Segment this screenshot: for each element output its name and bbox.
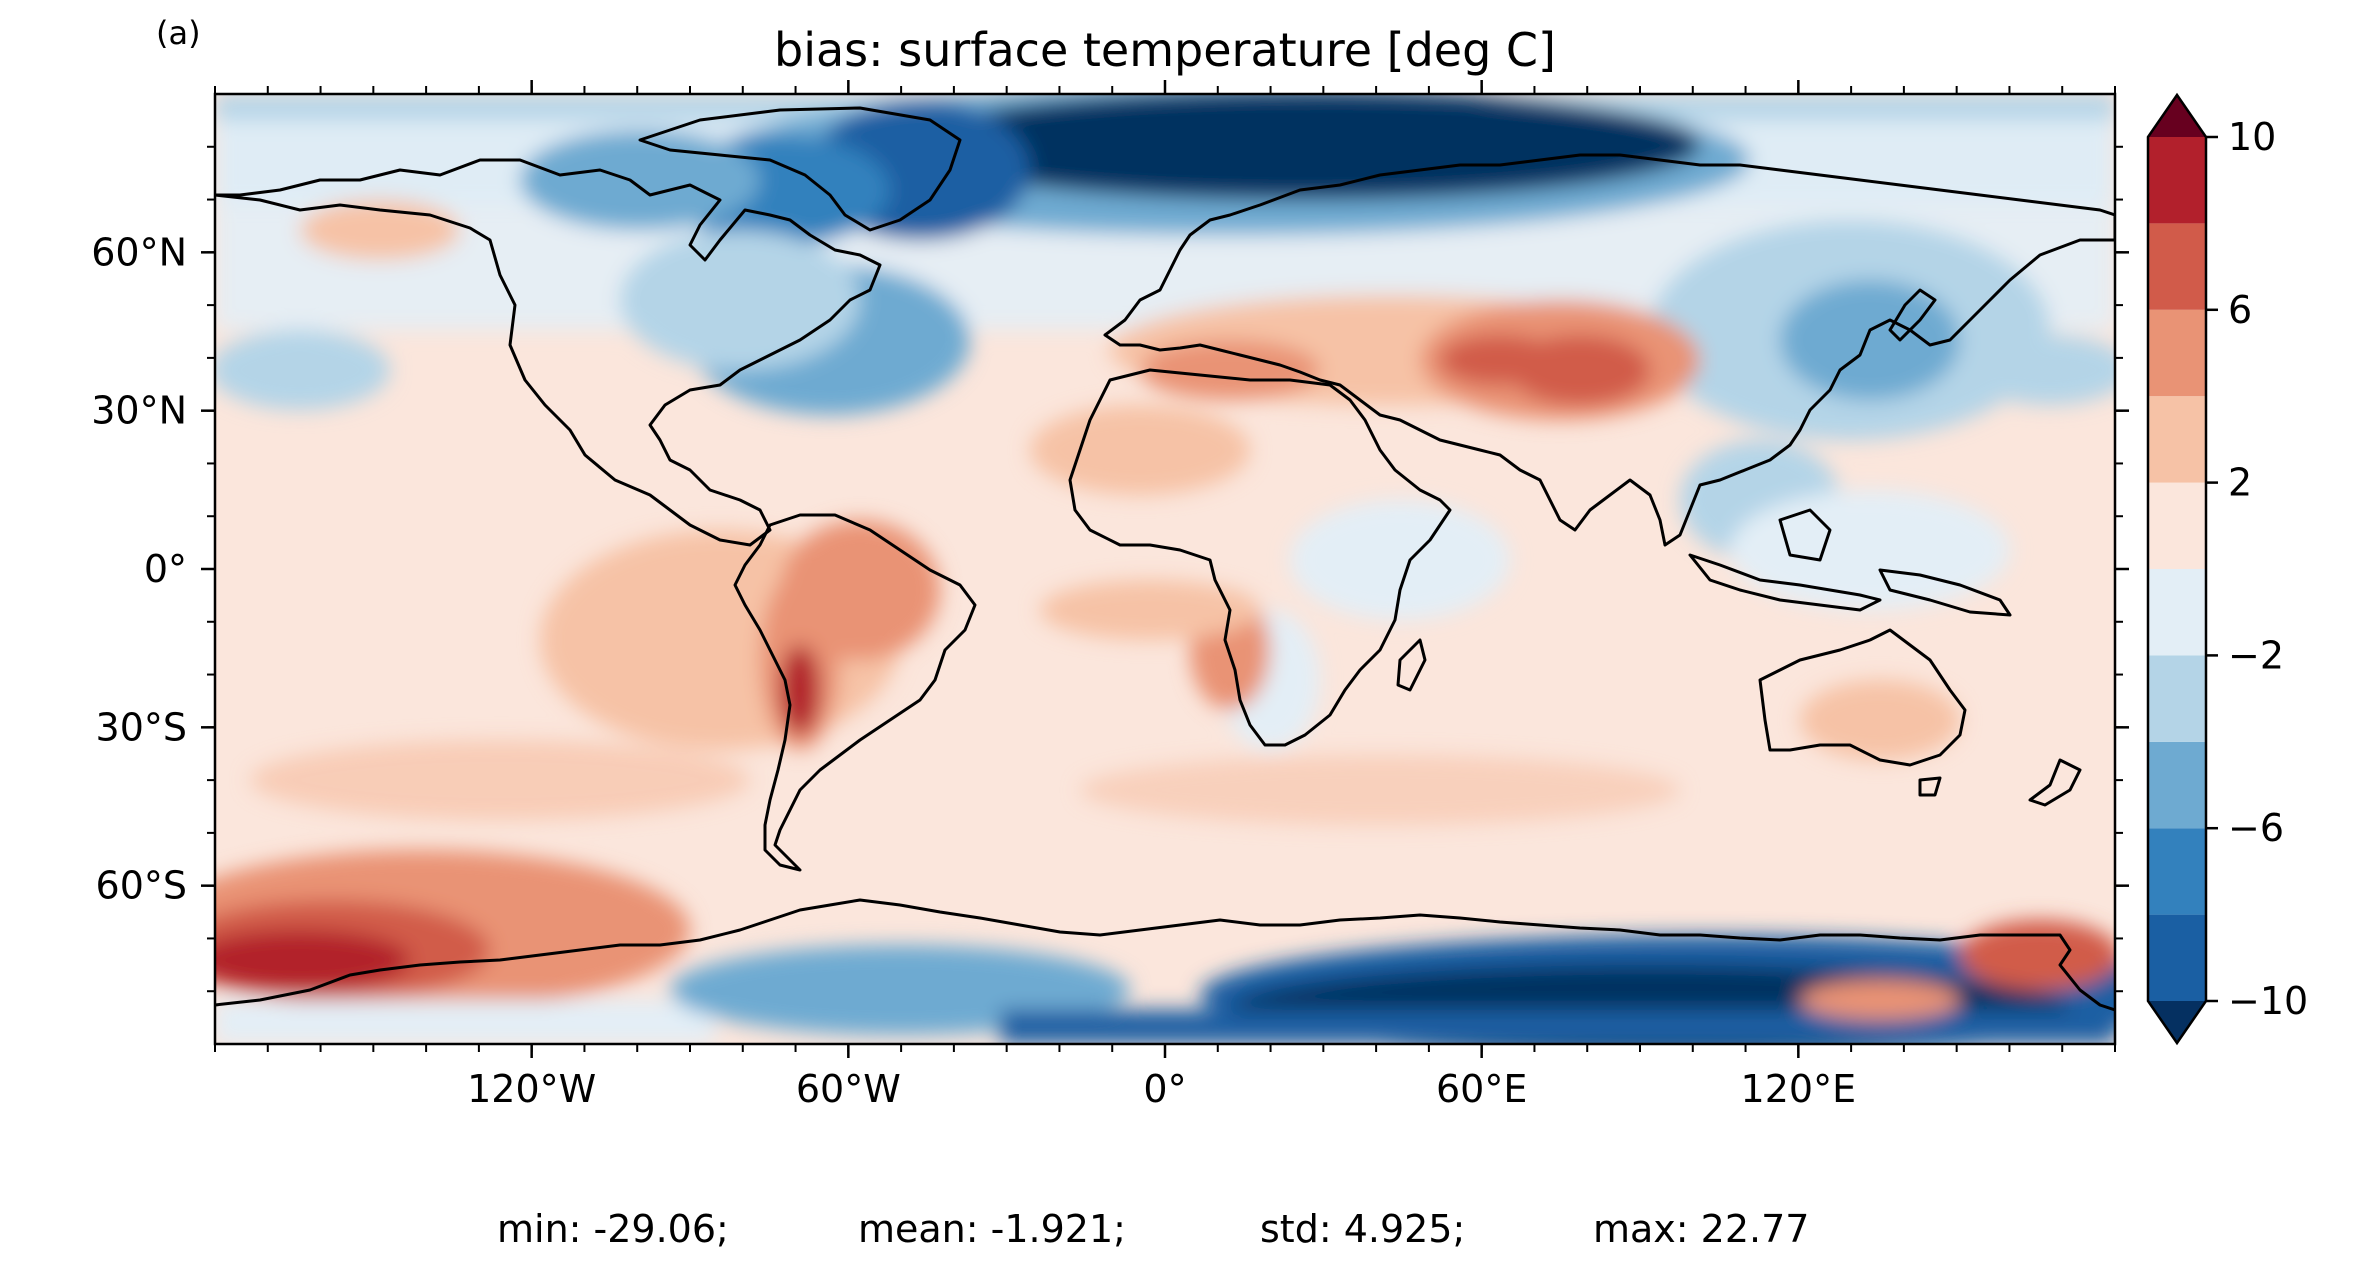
y-tick-label: 60°S [96,864,187,908]
colorbar-tick-label: 10 [2228,115,2276,159]
y-tick-label: 30°N [91,389,187,433]
colorbar-segment [2148,223,2206,310]
colorbar-tick-label: −10 [2228,979,2308,1023]
stat-std: std: 4.925; [1260,1207,1465,1251]
x-tick-label: 120°W [467,1067,596,1111]
panel-label: (a) [156,14,201,52]
x-tick-label: 60°E [1436,1067,1527,1111]
colorbar-tick-label: −6 [2228,806,2284,850]
colorbar-segment [2148,309,2206,397]
x-tick-label: 0° [1143,1067,1186,1111]
map-title: bias: surface temperature [deg C] [774,23,1556,77]
temperature-bias-map [215,94,2115,1044]
colorbar-segment [2148,569,2206,656]
colorbar-segment [2148,482,2206,569]
colorbar-segment [2148,914,2206,1001]
x-tick-label: 120°E [1741,1067,1857,1111]
colorbar-segment [2148,396,2206,483]
stat-mean: mean: -1.921; [858,1207,1126,1251]
colorbar-tick-label: 2 [2228,461,2252,505]
y-tick-label: 0° [144,547,187,591]
colorbar-segment [2148,741,2206,829]
colorbar-tick-label: −2 [2228,633,2284,677]
colorbar-segment [2148,137,2206,224]
colorbar-tick-label: 6 [2228,288,2252,332]
colorbar-extend-low [2148,1001,2206,1043]
y-tick-label: 60°N [91,230,187,274]
colorbar: 10 6 2 −2 −6 −10 [2146,92,2308,1046]
stat-max: max: 22.77 [1593,1207,1809,1251]
y-tick-label: 30°S [96,705,187,749]
x-tick-label: 60°W [796,1067,901,1111]
colorbar-segment [2148,828,2206,915]
colorbar-extend-high [2148,95,2206,137]
map-axes: 120°W 60°W 0° 60°E 120°E 60°N 30°N 0° 30°S 60°S [91,80,2129,1111]
colorbar-segment [2148,655,2206,742]
stat-min: min: -29.06; [497,1207,729,1251]
